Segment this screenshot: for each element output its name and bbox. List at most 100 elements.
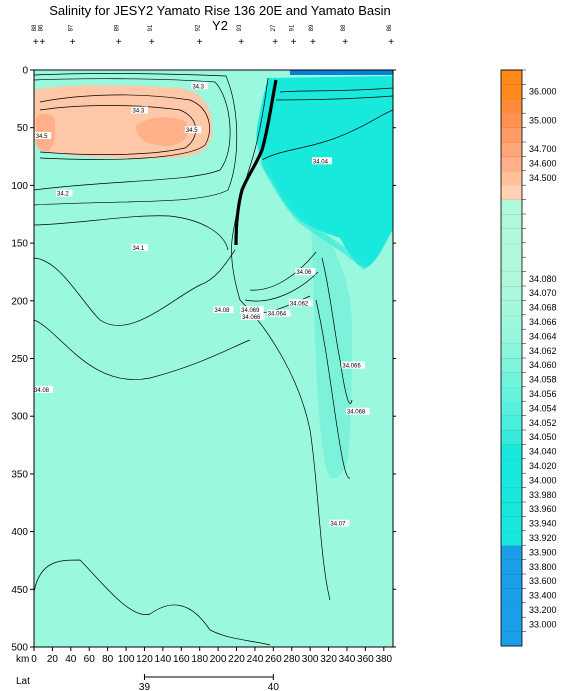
station-marker: +: [342, 37, 348, 48]
contour-34-1: [34, 215, 229, 251]
contour-label-bg: [131, 243, 148, 251]
colorbar-label: 33.200: [529, 605, 557, 615]
contour-34-066: [321, 257, 353, 404]
contour-label: 34.068: [347, 410, 366, 416]
station-label: 87: [69, 24, 75, 31]
colorbar-label: 34.040: [529, 447, 557, 457]
contour-label: 34.04: [313, 159, 329, 165]
x-tick-label: 240: [247, 654, 264, 665]
colorbar-swatch: [501, 444, 522, 460]
colorbar-label: 34.070: [529, 288, 557, 298]
colorbar-swatch: [501, 372, 522, 388]
contour-label: 34.08: [34, 388, 50, 394]
contour-label: 34.062: [290, 301, 309, 307]
contour-34-07: [239, 299, 331, 601]
station-marker: +: [272, 37, 278, 48]
x-tick-label: 360: [357, 654, 374, 665]
chart-title: Salinity for JESY2 Yamato Rise 136 20E a…: [49, 3, 391, 33]
colorbar-label: 34.500: [529, 173, 557, 183]
contour-label-bg: [34, 131, 52, 139]
colorbar-label: 34.060: [529, 360, 557, 370]
colorbar-swatch: [501, 170, 522, 186]
station-marker: +: [70, 37, 76, 48]
contour-label: 34.069: [241, 308, 260, 314]
contour-label: 34.066: [342, 364, 361, 370]
x-tick-label: 200: [210, 654, 227, 665]
x-tick-label: 280: [283, 654, 300, 665]
contour-34-08-deep: [34, 319, 251, 380]
colorbar-swatch: [501, 458, 522, 474]
station-label: 91: [148, 24, 154, 31]
station-label: 93: [237, 24, 243, 31]
contour-label: 34.3: [192, 84, 204, 90]
contour-label: 34.06: [296, 270, 312, 276]
colorbar-swatch: [501, 588, 522, 604]
station-marker: +: [33, 37, 39, 48]
colorbar-label: 33.000: [529, 619, 557, 629]
colorbar-swatch: [501, 257, 522, 272]
x-tick-label: 20: [47, 654, 59, 665]
colorbar-swatch: [501, 502, 522, 517]
contour-label-bg: [295, 268, 316, 276]
colorbar-label: 34.600: [529, 159, 557, 169]
colorbar-swatch: [501, 574, 522, 589]
colorbar-label: 34.052: [529, 418, 557, 428]
x-tick-label: 0: [31, 654, 37, 665]
station-label: 89: [115, 24, 121, 31]
x-tick-label: 380: [375, 654, 392, 665]
y-tick-label: 200: [11, 296, 28, 307]
colorbar-label: 34.066: [529, 317, 557, 327]
station-marker: +: [149, 37, 155, 48]
colorbar-swatch: [501, 156, 522, 172]
x-tick-label: 120: [136, 654, 153, 665]
colorbar-swatch: [501, 415, 522, 431]
contour-label-bg: [288, 299, 313, 307]
contour-label-bg: [329, 519, 350, 527]
contour-basin-1: [279, 87, 393, 93]
colorbar-swatch: [501, 142, 522, 157]
y-tick-label: 50: [17, 123, 29, 134]
y-tick-label: 350: [11, 469, 28, 480]
colorbar-swatch: [501, 70, 522, 85]
colorbar-swatch: [501, 329, 522, 344]
colorbar: 33.000 33.200 33.400 33.600 33.800 33.900 33.9…: [500, 69, 557, 647]
colorbar-swatch: [501, 300, 522, 316]
colorbar-label: 34.068: [529, 303, 557, 313]
station-label: 86: [387, 24, 393, 31]
colorbar-label: 34.064: [529, 331, 557, 341]
colorbar-label: 34.000: [529, 475, 557, 485]
colorbar-swatch: [501, 314, 522, 330]
colorbar-swatch: [501, 127, 522, 143]
salinity-field: [34, 70, 393, 647]
x-tick-label: 180: [191, 654, 208, 665]
contour-label-bg: [56, 189, 73, 197]
colorbar-swatch: [501, 530, 522, 546]
y-tick-label: 100: [11, 181, 28, 192]
colorbar-swatch: [501, 271, 522, 287]
colorbar-swatch: [501, 516, 522, 532]
contour-34-3: [39, 94, 210, 160]
contour-label: 34.08: [214, 308, 230, 314]
x-tick-label: 160: [173, 654, 190, 665]
y-tick-label: 300: [11, 412, 28, 423]
contour-label-bg: [311, 157, 332, 165]
lat-tick-label: 40: [268, 682, 280, 691]
y-tick-label: 250: [11, 354, 28, 365]
colorbar-swatch: [501, 214, 522, 229]
stations-layer: 88+86+87+89+91+92+93+27+91+89+88+86+: [32, 24, 394, 48]
colorbar-label: 36.000: [529, 87, 557, 97]
colorbar-label: 33.400: [529, 591, 557, 601]
x-tick-label: 320: [320, 654, 337, 665]
station-label: 86: [38, 24, 44, 31]
y-tick-label: 400: [11, 527, 28, 538]
contour-34-06: [249, 251, 317, 291]
colorbar-label: 34.056: [529, 389, 557, 399]
contour-labels-layer: 34.3 34.3 34.5 34.5 34.2 34.1 34.04 34.06 34.062…: [33, 82, 370, 528]
colorbar-swatch: [501, 602, 522, 618]
contour-label: 34.064: [268, 312, 287, 318]
colorbar-label: 33.920: [529, 533, 557, 543]
contour-label-bg: [33, 385, 53, 393]
station-marker: +: [310, 37, 316, 48]
